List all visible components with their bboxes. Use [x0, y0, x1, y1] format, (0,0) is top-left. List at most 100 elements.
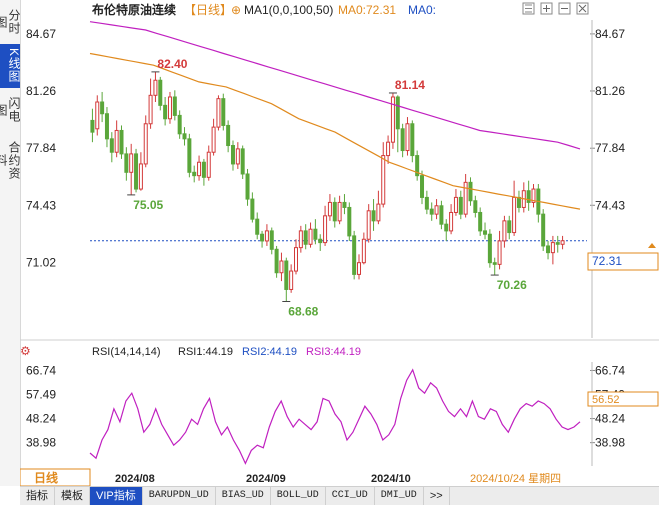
candle-up[interactable]	[153, 79, 158, 96]
candle-up[interactable]	[143, 123, 148, 165]
candle-down[interactable]	[245, 173, 250, 200]
candle-down[interactable]	[177, 114, 182, 135]
candle-down[interactable]	[468, 181, 473, 202]
candle-down[interactable]	[221, 98, 226, 126]
candle-up[interactable]	[211, 126, 216, 153]
candle-down[interactable]	[90, 119, 95, 133]
close-icon[interactable]	[576, 2, 589, 15]
tab-bias[interactable]: BIAS_UD	[216, 487, 271, 505]
candle-up[interactable]	[434, 205, 439, 215]
candle-down[interactable]	[230, 145, 235, 165]
candle-up[interactable]	[386, 141, 391, 157]
candle-up[interactable]	[264, 230, 269, 242]
candle-up[interactable]	[560, 240, 565, 245]
tab-vip-indicator[interactable]: VIP指标	[90, 487, 143, 505]
candle-up[interactable]	[453, 196, 458, 213]
tab-boll[interactable]: BOLL_UD	[271, 487, 326, 505]
candle-down[interactable]	[424, 196, 429, 210]
candle-up[interactable]	[361, 238, 366, 264]
candle-up[interactable]	[405, 123, 410, 152]
candle-down[interactable]	[458, 196, 463, 215]
candle-down[interactable]	[347, 206, 352, 237]
candle-up[interactable]	[289, 270, 294, 290]
candle-down[interactable]	[240, 148, 245, 175]
candle-up[interactable]	[206, 151, 211, 178]
candle-down[interactable]	[526, 190, 531, 203]
period-selector[interactable]	[20, 468, 91, 486]
candle-up[interactable]	[114, 129, 119, 153]
candle-down[interactable]	[429, 208, 434, 215]
candle-up[interactable]	[167, 96, 172, 120]
zoom-out-icon[interactable]	[558, 2, 571, 15]
candle-down[interactable]	[371, 210, 376, 222]
candle-up[interactable]	[390, 96, 395, 143]
candle-down[interactable]	[134, 153, 139, 190]
candle-down[interactable]	[555, 242, 560, 245]
candle-up[interactable]	[531, 188, 536, 203]
candle-down[interactable]	[342, 201, 347, 208]
grid-toggle-icon[interactable]	[522, 2, 535, 15]
candle-up[interactable]	[197, 161, 202, 177]
candle-up[interactable]	[449, 211, 454, 232]
candle-down[interactable]	[483, 230, 488, 235]
candle-down[interactable]	[318, 238, 323, 244]
candle-down[interactable]	[158, 79, 163, 106]
candle-up[interactable]	[463, 181, 468, 215]
candle-down[interactable]	[104, 113, 109, 140]
tab-indicator[interactable]: 指标	[20, 487, 55, 505]
candle-down[interactable]	[250, 198, 255, 220]
candle-down[interactable]	[332, 201, 337, 222]
tab-timeshare[interactable]: 分时图	[0, 9, 21, 35]
candle-up[interactable]	[216, 98, 221, 128]
tab-contract-info[interactable]: 合约资料	[0, 140, 21, 180]
candle-down[interactable]	[260, 233, 265, 242]
candle-down[interactable]	[420, 175, 425, 198]
candle-down[interactable]	[444, 223, 449, 232]
candle-up[interactable]	[293, 247, 298, 272]
candle-down[interactable]	[201, 161, 206, 178]
candle-down[interactable]	[415, 155, 420, 177]
settings-icon[interactable]: ⊕	[231, 3, 241, 17]
candle-up[interactable]	[550, 242, 555, 254]
candle-down[interactable]	[313, 228, 318, 240]
tab-more[interactable]: >>	[424, 487, 450, 505]
tab-cci[interactable]: CCI_UD	[326, 487, 375, 505]
candle-down[interactable]	[163, 104, 168, 120]
candle-down[interactable]	[400, 128, 405, 152]
candle-up[interactable]	[148, 94, 153, 125]
candle-up[interactable]	[129, 153, 134, 173]
candle-down[interactable]	[226, 124, 231, 147]
chart-area[interactable]: 布伦特原油连续 【日线】 ⊕ MA1(0,0,100,50) MA0:72.31…	[20, 0, 659, 486]
candle-up[interactable]	[138, 163, 143, 190]
tab-barupdn[interactable]: BARUPDN_UD	[143, 487, 216, 505]
candle-down[interactable]	[410, 123, 415, 157]
candle-up[interactable]	[323, 215, 328, 244]
tab-tick-chart[interactable]: 闪电图	[0, 97, 21, 123]
candle-down[interactable]	[124, 153, 129, 173]
candle-down[interactable]	[439, 205, 444, 225]
candle-down[interactable]	[487, 233, 492, 264]
candle-down[interactable]	[172, 96, 177, 116]
candle-down[interactable]	[516, 196, 521, 208]
candle-down[interactable]	[303, 230, 308, 245]
candle-up[interactable]	[381, 155, 386, 205]
tab-dmi[interactable]: DMI_UD	[375, 487, 424, 505]
candle-down[interactable]	[269, 230, 274, 250]
candle-down[interactable]	[109, 138, 114, 153]
candle-up[interactable]	[512, 196, 517, 234]
candle-up[interactable]	[327, 201, 332, 217]
candle-down[interactable]	[352, 235, 357, 275]
candle-down[interactable]	[395, 96, 400, 130]
candle-down[interactable]	[187, 138, 192, 173]
candle-up[interactable]	[497, 240, 502, 265]
candle-down[interactable]	[546, 245, 551, 254]
candle-up[interactable]	[95, 101, 100, 130]
tab-template[interactable]: 模板	[55, 487, 90, 505]
candle-up[interactable]	[235, 148, 240, 165]
candle-up[interactable]	[337, 201, 342, 222]
candle-down[interactable]	[100, 101, 105, 115]
zoom-in-icon[interactable]	[540, 2, 553, 15]
candle-down[interactable]	[274, 248, 279, 274]
candle-down[interactable]	[284, 260, 289, 290]
tab-kline[interactable]: K线图	[0, 44, 21, 88]
